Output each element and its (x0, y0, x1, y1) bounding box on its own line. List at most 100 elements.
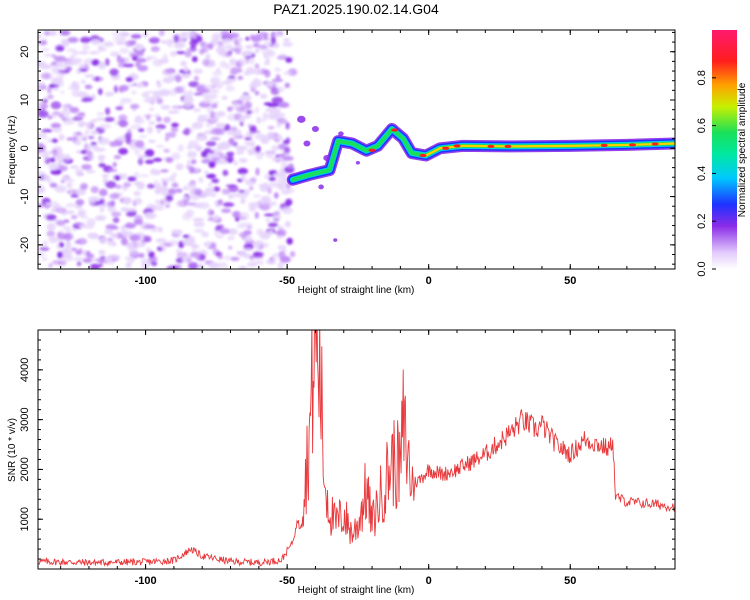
noise-speckle (233, 131, 240, 137)
noise-speckle (210, 127, 222, 135)
noise-speckle (190, 159, 197, 165)
snr-y-axis-label: SNR (10 * v/v) (7, 418, 18, 482)
transition-blob (355, 160, 361, 165)
noise-speckle (72, 84, 81, 91)
colorbar-tick-label: 0.8 (696, 70, 708, 85)
noise-speckle (112, 76, 120, 81)
noise-speckle (244, 101, 252, 110)
noise-speckle (99, 236, 107, 244)
transition-blob (297, 115, 306, 123)
noise-speckle (41, 129, 53, 133)
ridge-hotspot (453, 144, 461, 148)
snr-x-ticks: -100 -50 0 50 (60, 330, 656, 587)
noise-speckle (244, 45, 254, 49)
noise-speckle (185, 256, 192, 264)
noise-speckle (90, 186, 99, 194)
noise-speckle (246, 67, 255, 75)
noise-speckle (222, 38, 232, 44)
noise-speckle (99, 255, 106, 260)
noise-speckle (97, 88, 103, 96)
noise-speckle (104, 91, 115, 97)
noise-speckle (82, 137, 87, 142)
noise-speckle (135, 241, 145, 248)
spectrogram-y-tick-label: -10 (19, 189, 31, 205)
noise-speckle (277, 244, 287, 250)
noise-speckle (146, 96, 158, 101)
noise-speckle (286, 237, 293, 245)
noise-speckle (105, 180, 117, 189)
noise-speckle (215, 224, 224, 229)
noise-speckle (210, 137, 221, 141)
noise-speckle (75, 199, 85, 206)
noise-speckle (133, 117, 145, 125)
noise-speckle (130, 34, 142, 39)
noise-speckle (267, 186, 272, 195)
noise-speckle (138, 253, 145, 258)
noise-speckle (68, 190, 74, 195)
noise-speckle (117, 120, 123, 126)
noise-speckle (226, 158, 233, 162)
noise-speckle (276, 55, 288, 60)
noise-speckle (247, 124, 253, 128)
snr-panel: -100 -50 0 50 1000 2000 3000 4000 Height of st… (7, 329, 676, 596)
noise-speckle (51, 138, 59, 143)
noise-speckle (193, 221, 206, 228)
noise-speckle (103, 117, 115, 122)
spectrogram-y-tick-label: -20 (19, 237, 31, 253)
noise-speckle (255, 245, 263, 251)
noise-speckle (48, 163, 60, 171)
noise-speckle (156, 128, 161, 134)
noise-speckle (190, 242, 197, 249)
noise-speckle (225, 52, 232, 57)
noise-speckle (46, 86, 52, 94)
noise-speckle (254, 63, 260, 69)
noise-speckle (219, 228, 230, 235)
noise-speckle (140, 258, 152, 264)
noise-speckle (75, 190, 86, 196)
noise-speckle (134, 43, 144, 52)
noise-speckle (75, 139, 81, 146)
noise-speckle (243, 229, 252, 236)
noise-speckle (221, 208, 232, 213)
noise-speckle (282, 255, 290, 262)
noise-speckle (46, 230, 56, 237)
noise-speckle (147, 126, 153, 134)
noise-speckle (151, 261, 158, 267)
noise-speckle (41, 256, 48, 262)
noise-speckle (268, 176, 276, 182)
noise-speckle (66, 60, 78, 66)
noise-speckle (150, 46, 160, 52)
noise-speckle (116, 55, 122, 60)
noise-speckle (66, 137, 75, 141)
noise-speckle (65, 202, 77, 208)
ridge-band (288, 124, 675, 185)
noise-speckle (244, 50, 254, 57)
noise-speckle (171, 182, 179, 188)
noise-speckle (206, 150, 215, 154)
noise-speckle (90, 145, 99, 149)
noise-speckle (50, 169, 62, 175)
noise-speckle (183, 66, 189, 73)
spectrogram-x-tick-label: -100 (135, 275, 157, 287)
noise-speckle (186, 48, 198, 53)
noise-speckle (277, 261, 285, 269)
noise-speckle (183, 185, 188, 191)
spectrogram-signal-ridge (286, 115, 675, 242)
noise-speckle (147, 56, 157, 59)
noise-speckle (216, 234, 225, 239)
noise-speckle (57, 251, 63, 259)
noise-speckle (163, 116, 171, 124)
snr-x-tick-label: -100 (135, 575, 157, 587)
noise-speckle (38, 185, 45, 193)
noise-speckle (222, 169, 229, 176)
noise-speckle (65, 242, 72, 249)
noise-speckle (237, 75, 244, 80)
noise-speckle (175, 188, 183, 193)
noise-speckle (180, 60, 187, 67)
noise-speckle (79, 51, 88, 55)
noise-speckle (259, 231, 271, 240)
noise-speckle (171, 122, 179, 128)
noise-speckle (38, 83, 44, 89)
noise-speckle (213, 215, 220, 221)
noise-speckle (283, 70, 292, 76)
